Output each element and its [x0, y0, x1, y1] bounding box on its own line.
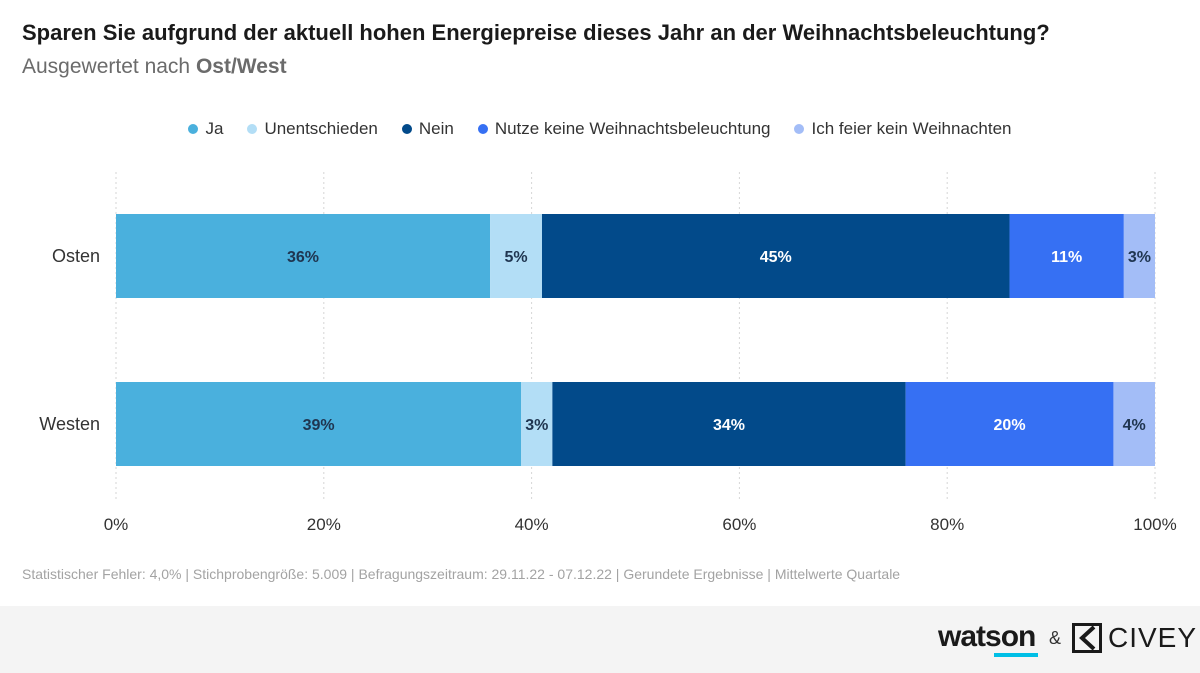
x-tick-label: 100%: [1133, 515, 1176, 534]
civey-mark-icon: [1072, 623, 1102, 653]
legend-item[interactable]: Ich feier kein Weihnachten: [794, 119, 1012, 139]
methodology-note: Statistischer Fehler: 4,0% | Stichproben…: [22, 566, 901, 582]
subtitle-bold: Ost/West: [195, 55, 287, 78]
data-label: 4%: [1123, 417, 1146, 434]
chart-subtitle: Ausgewertet nach Ost/West: [22, 55, 287, 79]
x-tick-label: 80%: [930, 515, 964, 534]
legend-label: Ja: [205, 119, 224, 138]
category-label: Osten: [52, 246, 100, 266]
legend-swatch: [477, 124, 488, 134]
data-label: 20%: [994, 417, 1026, 434]
bar-segment[interactable]: [1123, 214, 1155, 298]
chart-legend: Ja Unentschieden Nein Nutze keine Weihnacht…: [0, 119, 1200, 139]
data-label: 39%: [303, 417, 335, 434]
legend-item[interactable]: Nein: [401, 119, 454, 139]
legend-label: Nutze keine Weihnachtsbeleuchtung: [494, 119, 771, 138]
bar-segment[interactable]: [1009, 214, 1124, 298]
bar-segment[interactable]: [521, 382, 553, 466]
x-tick-label: 20%: [307, 515, 341, 534]
subtitle-prefix: Ausgewertet nach: [22, 55, 196, 78]
legend-label: Ich feier kein Weihnachten: [811, 119, 1012, 138]
bar-segment[interactable]: [116, 214, 491, 298]
x-tick-label: 0%: [104, 515, 129, 534]
bar-segment[interactable]: [552, 382, 906, 466]
watson-logo: watson: [938, 620, 1038, 657]
bar-segment[interactable]: [1113, 382, 1155, 466]
legend-swatch: [794, 124, 805, 134]
x-tick-label: 40%: [515, 515, 549, 534]
x-tick-label: 60%: [722, 515, 756, 534]
data-label: 34%: [713, 417, 745, 434]
chart-title: Sparen Sie aufgrund der aktuell hohen En…: [22, 20, 1050, 45]
data-label: 3%: [525, 417, 548, 434]
data-label: 36%: [287, 249, 319, 266]
legend-item[interactable]: Nutze keine Weihnachtsbeleuchtung: [477, 119, 771, 139]
data-label: 11%: [1051, 249, 1082, 266]
legend-swatch: [247, 124, 258, 134]
data-label: 5%: [504, 249, 527, 266]
civey-logo: CIVEY: [1072, 622, 1197, 654]
category-label: Westen: [39, 414, 100, 434]
data-label: 3%: [1128, 249, 1151, 266]
footer-bar: [0, 606, 1200, 673]
bar-segment[interactable]: [490, 214, 542, 298]
legend-swatch: [188, 124, 199, 134]
stacked-bar-chart: 0% 20% 40% 60% 80% 100% Osten 36% 5% 45% 11% 3% West…: [39, 172, 1177, 534]
bar-segment[interactable]: [541, 214, 1010, 298]
legend-swatch: [401, 124, 412, 134]
legend-item[interactable]: Ja: [188, 119, 223, 139]
brand-ampersand: &: [1049, 628, 1062, 648]
data-label: 45%: [760, 249, 792, 266]
legend-label: Nein: [418, 119, 454, 138]
legend-item[interactable]: Unentschieden: [247, 119, 378, 139]
bar-segment[interactable]: [116, 382, 522, 466]
bar-segment[interactable]: [905, 382, 1114, 466]
legend-label: Unentschieden: [264, 119, 378, 138]
